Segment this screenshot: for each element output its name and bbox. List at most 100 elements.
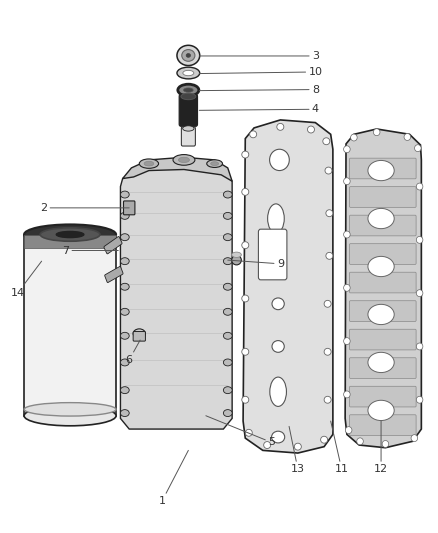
Ellipse shape [269,149,290,171]
Ellipse shape [368,400,394,421]
FancyBboxPatch shape [350,415,416,435]
Ellipse shape [232,252,241,257]
Ellipse shape [368,352,394,373]
Ellipse shape [177,45,200,66]
Ellipse shape [120,308,129,315]
Ellipse shape [324,349,331,356]
Ellipse shape [120,191,129,198]
Ellipse shape [404,134,411,140]
Ellipse shape [343,285,350,291]
Ellipse shape [178,84,199,96]
Ellipse shape [120,258,129,265]
Ellipse shape [184,88,193,92]
Ellipse shape [223,233,232,241]
Ellipse shape [272,341,284,352]
Ellipse shape [350,134,357,141]
Ellipse shape [294,443,301,450]
Polygon shape [243,120,333,453]
Ellipse shape [120,233,129,241]
Ellipse shape [414,145,421,152]
Ellipse shape [120,333,129,340]
Ellipse shape [211,161,219,166]
Ellipse shape [272,298,284,310]
Ellipse shape [324,397,331,403]
Ellipse shape [343,146,350,152]
Text: 1: 1 [159,450,188,506]
Ellipse shape [326,253,333,259]
Ellipse shape [416,183,423,190]
FancyBboxPatch shape [258,229,287,280]
FancyBboxPatch shape [133,332,145,341]
Ellipse shape [382,440,389,448]
Ellipse shape [223,409,232,417]
FancyBboxPatch shape [179,94,198,126]
Polygon shape [345,129,421,448]
Ellipse shape [416,237,423,243]
Ellipse shape [183,126,194,131]
Text: 5: 5 [206,416,275,447]
Ellipse shape [223,284,232,290]
FancyBboxPatch shape [350,272,416,293]
Ellipse shape [277,124,284,130]
Ellipse shape [178,157,189,163]
Ellipse shape [343,178,350,184]
Ellipse shape [223,359,232,366]
Ellipse shape [373,129,380,136]
FancyBboxPatch shape [105,266,123,282]
Ellipse shape [223,333,232,340]
Ellipse shape [56,231,84,238]
Text: 11: 11 [331,421,349,474]
Ellipse shape [133,329,145,338]
Ellipse shape [368,160,394,181]
FancyBboxPatch shape [24,235,116,248]
FancyBboxPatch shape [350,358,416,378]
Ellipse shape [177,67,200,79]
Ellipse shape [345,426,352,434]
FancyBboxPatch shape [24,235,116,416]
Ellipse shape [368,256,394,277]
Ellipse shape [223,308,232,315]
Text: 14: 14 [11,261,42,298]
Text: 13: 13 [289,426,305,474]
Ellipse shape [242,349,249,356]
Ellipse shape [24,402,116,416]
FancyBboxPatch shape [181,127,195,146]
Polygon shape [123,157,232,181]
Ellipse shape [323,138,330,144]
Ellipse shape [242,151,249,158]
Ellipse shape [139,159,159,168]
Text: 4: 4 [199,104,319,114]
Ellipse shape [120,409,129,417]
Ellipse shape [40,228,100,241]
Ellipse shape [120,387,129,393]
FancyBboxPatch shape [350,386,416,407]
Ellipse shape [343,231,350,238]
Ellipse shape [343,391,350,398]
FancyBboxPatch shape [124,201,135,215]
Ellipse shape [173,155,195,165]
FancyBboxPatch shape [350,244,416,264]
Ellipse shape [223,258,232,265]
Ellipse shape [307,126,314,133]
Ellipse shape [324,301,331,307]
Ellipse shape [223,387,232,393]
Ellipse shape [232,255,241,265]
FancyBboxPatch shape [104,237,122,254]
Text: 10: 10 [199,67,322,77]
Ellipse shape [242,189,249,195]
FancyBboxPatch shape [350,329,416,350]
Ellipse shape [144,161,154,166]
Text: 12: 12 [374,421,388,474]
Ellipse shape [416,290,423,296]
Ellipse shape [120,359,129,366]
Ellipse shape [416,397,423,403]
Ellipse shape [183,70,194,76]
Ellipse shape [368,208,394,229]
Ellipse shape [270,377,286,406]
Ellipse shape [242,397,249,403]
Text: 7: 7 [62,246,118,255]
FancyBboxPatch shape [350,187,416,207]
Text: 2: 2 [40,203,129,213]
FancyBboxPatch shape [350,215,416,236]
Ellipse shape [357,438,364,445]
